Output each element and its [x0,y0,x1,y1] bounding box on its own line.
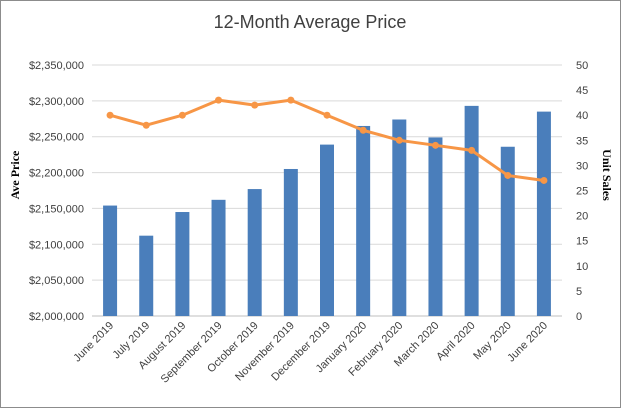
x-tick-label: September 2019 [159,320,225,386]
y-tick-label-left: $2,250,000 [29,132,84,144]
bar [428,137,443,316]
line-point [468,146,476,154]
y-tick-label-right: 15 [576,236,588,248]
y-axis-title-right: Unit Sales [600,149,614,201]
y-tick-label-right: 40 [576,110,588,122]
bar [103,205,118,316]
y-tick-label-left: $2,050,000 [29,275,84,287]
line-point [142,121,150,129]
y-tick-label-left: $2,000,000 [29,311,84,323]
bar [320,144,334,316]
line-series [106,96,548,184]
line-point [215,96,223,104]
y-tick-label-left: $2,350,000 [29,60,84,72]
y-tick-label-right: 0 [576,311,582,323]
bar [283,168,298,316]
line-point [504,171,512,179]
y-tick-label-right: 20 [576,211,588,223]
bar [247,189,262,316]
x-tick-label: April 2020 [434,320,478,364]
y-tick-label-left: $2,150,000 [29,203,84,215]
line-point [395,136,403,144]
line-point [540,176,548,184]
y-tick-label-right: 5 [576,286,582,298]
y-tick-label-right: 10 [576,261,588,273]
bar [356,125,371,316]
line-point [251,101,259,109]
line-point [106,111,114,119]
right-axis-ticks: 0 5 10 15 20 25 30 35 40 45 50 [576,60,588,323]
bar [175,212,190,316]
y-axis-title-left: Ave Price [8,150,22,199]
y-tick-label-left: $2,200,000 [29,168,84,180]
chart-title: 12-Month Average Price [214,12,407,32]
line-point [323,111,331,119]
y-tick-label-right: 50 [576,60,588,72]
y-tick-label-left: $2,300,000 [29,96,84,108]
y-tick-label-right: 30 [576,160,588,172]
y-tick-label-right: 25 [576,186,588,198]
bar-series [103,105,551,317]
bar [211,199,226,316]
left-axis-ticks: $2,000,000 $2,050,000 $2,100,000 $2,150,000… [29,60,84,323]
bar [536,111,551,316]
bar [139,235,154,316]
y-tick-label-right: 45 [576,85,588,97]
x-tick-label: June 2019 [71,320,116,365]
y-tick-label-right: 35 [576,135,588,147]
bar [500,146,515,316]
line-point [431,141,439,149]
line-point [287,96,295,104]
bar [392,119,407,316]
line-point [178,111,186,119]
y-tick-label-left: $2,100,000 [29,239,84,251]
line-point [359,126,367,134]
bar [464,105,479,317]
